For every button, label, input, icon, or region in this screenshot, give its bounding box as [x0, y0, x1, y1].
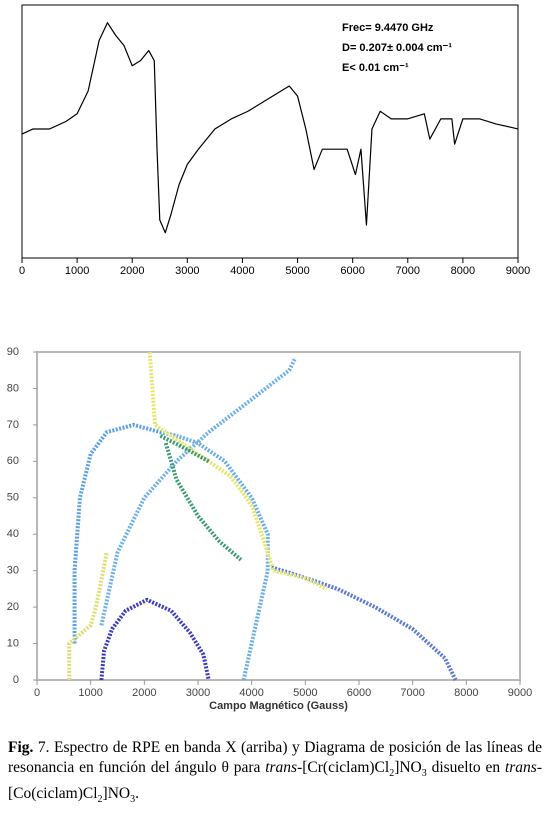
figure: 0 1000 2000 3000 4000 5000 6000 7000 8000 9000Fre… — [7, 4, 532, 712]
data-line — [159, 434, 210, 464]
x-tick-label: 4000 — [230, 265, 254, 277]
x-tick-label: 5000 — [285, 265, 309, 277]
y-tick-label: 80 — [7, 382, 19, 394]
caption-text: 2 — [389, 768, 395, 780]
data-line — [163, 442, 243, 562]
x-tick-label: 7000 — [400, 687, 424, 699]
x-tick-label: 7000 — [396, 265, 420, 277]
caption-text: -[Cr(ciclam)Cl — [297, 759, 390, 776]
x-tick-label: 9000 — [506, 265, 530, 277]
caption-text: . — [135, 785, 139, 803]
data-line — [99, 358, 297, 626]
x-tick-label: 4000 — [239, 687, 263, 699]
y-tick-label: 40 — [7, 528, 19, 540]
y-tick-label: 20 — [7, 601, 19, 613]
x-tick-label: 3000 — [175, 265, 199, 277]
x-tick-label: 8000 — [454, 687, 478, 699]
annotation: E< 0.01 cm⁻¹ — [342, 62, 409, 74]
plot-frame — [36, 351, 521, 681]
data-line — [99, 597, 211, 681]
y-tick-label: 30 — [7, 565, 19, 577]
y-tick-label: 60 — [7, 455, 19, 467]
caption-text: 7. — [33, 739, 50, 756]
x-axis-label: Campo Magnético (Gauss) — [209, 700, 348, 712]
x-tick-label: 8000 — [451, 265, 475, 277]
x-tick-label: 9000 — [508, 687, 532, 699]
plot-frame — [21, 4, 519, 259]
annotation: D= 0.207± 0.004 cm⁻¹ — [342, 42, 452, 54]
x-tick-label: 2000 — [120, 265, 144, 277]
x-tick-label: 2000 — [132, 687, 156, 699]
x-tick-label: 0 — [34, 687, 40, 699]
caption-text: -[Co(ciclam)Cl — [8, 759, 542, 803]
data-line — [21, 22, 519, 234]
caption-text: Fig. — [8, 739, 34, 756]
caption-text: trans — [265, 759, 298, 776]
caption: Fig. 7. Espectro de RPE en banda X (arri… — [8, 738, 542, 810]
y-tick-label: 0 — [13, 674, 19, 686]
caption-text: Espectro de RPE en banda X (arriba) y Di… — [8, 739, 542, 776]
y-tick-label: 70 — [7, 419, 19, 431]
data-line — [72, 422, 177, 644]
x-tick-label: 5000 — [293, 687, 317, 699]
caption-text: ]NO — [394, 759, 422, 776]
data-line — [67, 552, 109, 680]
x-tick-label: 6000 — [340, 265, 364, 277]
y-tick-label: 10 — [7, 637, 19, 649]
x-tick-label: 0 — [19, 265, 25, 277]
x-tick-label: 3000 — [186, 687, 210, 699]
data-line — [269, 565, 458, 681]
x-tick-label: 1000 — [78, 687, 102, 699]
caption-text: 3 — [421, 768, 427, 780]
caption-text: 3 — [130, 794, 136, 806]
caption-text: trans — [504, 759, 537, 776]
y-tick-label: 50 — [7, 492, 19, 504]
x-tick-label: 1000 — [65, 265, 89, 277]
data-line — [147, 351, 328, 591]
caption-text: ]NO — [102, 785, 131, 803]
caption-text: 2 — [97, 794, 103, 806]
y-tick-label: 90 — [7, 346, 19, 358]
caption-text: disuelto en — [426, 759, 505, 776]
x-tick-label: 6000 — [347, 687, 371, 699]
annotation: Frec= 9.4470 GHz — [342, 22, 434, 34]
